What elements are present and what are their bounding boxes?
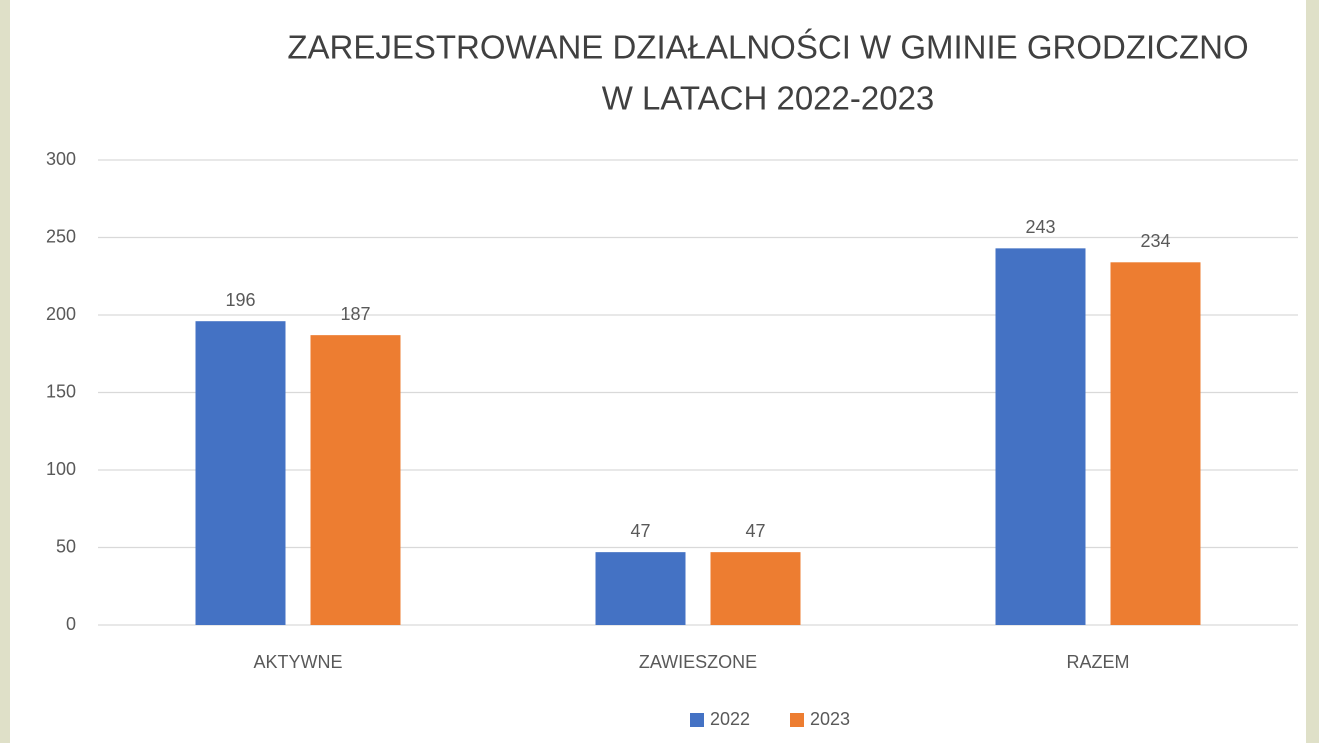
x-tick-label: RAZEM — [1067, 652, 1130, 672]
y-tick-label: 300 — [46, 149, 76, 169]
legend-label: 2023 — [810, 709, 850, 729]
chart-title: ZAREJESTROWANE DZIAŁALNOŚCI W GMINIE GRO… — [287, 28, 1248, 66]
x-tick-label: ZAWIESZONE — [639, 652, 757, 672]
data-label: 47 — [630, 521, 650, 541]
data-label: 187 — [340, 304, 370, 324]
bar — [195, 321, 286, 625]
bar — [995, 248, 1086, 625]
data-label: 234 — [1140, 231, 1170, 251]
bar — [595, 552, 686, 625]
legend-swatch — [690, 713, 704, 727]
data-label: 196 — [225, 290, 255, 310]
chart-title: W LATACH 2022-2023 — [602, 80, 935, 117]
legend-swatch — [790, 713, 804, 727]
y-tick-label: 200 — [46, 304, 76, 324]
data-label: 47 — [745, 521, 765, 541]
y-tick-label: 150 — [46, 381, 76, 401]
y-tick-label: 0 — [66, 614, 76, 634]
y-tick-label: 250 — [46, 226, 76, 246]
x-tick-label: AKTYWNE — [253, 652, 342, 672]
bar — [710, 552, 801, 625]
data-label: 243 — [1025, 217, 1055, 237]
y-tick-label: 50 — [56, 536, 76, 556]
legend-label: 2022 — [710, 709, 750, 729]
y-tick-label: 100 — [46, 459, 76, 479]
bar — [310, 335, 401, 625]
bar — [1110, 262, 1201, 625]
